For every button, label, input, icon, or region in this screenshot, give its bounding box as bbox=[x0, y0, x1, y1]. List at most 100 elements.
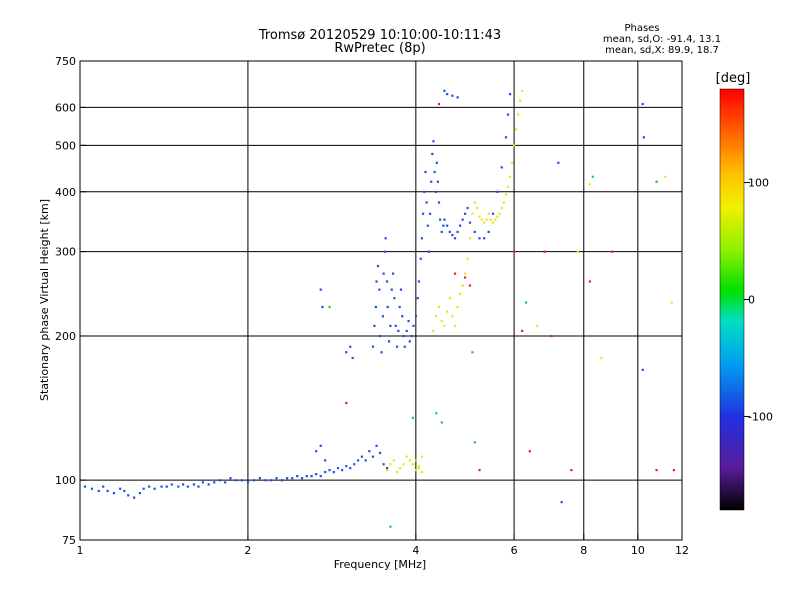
data-point bbox=[382, 272, 385, 275]
y-tick-label: 500 bbox=[55, 139, 76, 152]
data-point bbox=[127, 494, 130, 497]
data-point bbox=[641, 102, 644, 106]
data-point bbox=[425, 201, 428, 204]
data-point bbox=[461, 284, 464, 287]
data-point bbox=[368, 450, 371, 453]
grid bbox=[80, 61, 682, 540]
y-axis-label: Stationary phase Virtual Height [km] bbox=[38, 199, 51, 401]
data-point bbox=[349, 467, 352, 470]
x-axis-label: Frequency [MHz] bbox=[334, 558, 426, 571]
data-point bbox=[379, 451, 382, 455]
data-point bbox=[468, 237, 472, 240]
data-point bbox=[385, 469, 389, 472]
data-point bbox=[478, 215, 481, 218]
data-point bbox=[436, 180, 440, 183]
data-point bbox=[170, 483, 173, 486]
data-point bbox=[417, 465, 421, 468]
data-point bbox=[165, 485, 168, 488]
data-point bbox=[491, 221, 495, 224]
data-point bbox=[375, 444, 378, 447]
data-point bbox=[437, 305, 441, 309]
data-point bbox=[446, 310, 449, 313]
data-point bbox=[382, 463, 385, 466]
data-point bbox=[182, 483, 185, 486]
data-point bbox=[385, 280, 389, 283]
data-point bbox=[414, 315, 418, 318]
y-tick-label: 750 bbox=[55, 55, 76, 68]
data-point bbox=[670, 301, 673, 304]
x-tick-label: 2 bbox=[244, 544, 251, 557]
data-point bbox=[468, 284, 472, 287]
data-point bbox=[430, 180, 433, 183]
data-point bbox=[456, 305, 459, 309]
data-point bbox=[434, 190, 437, 193]
data-point bbox=[390, 288, 393, 291]
data-point bbox=[506, 185, 510, 188]
data-point bbox=[402, 463, 405, 466]
data-point bbox=[528, 450, 531, 453]
data-point bbox=[442, 224, 445, 227]
data-point bbox=[380, 351, 383, 354]
y-tick-label: 600 bbox=[55, 101, 76, 114]
data-point bbox=[483, 221, 486, 224]
data-point bbox=[466, 206, 469, 210]
data-point bbox=[431, 152, 434, 156]
data-point bbox=[356, 459, 360, 462]
data-point bbox=[443, 89, 446, 92]
data-point bbox=[443, 218, 446, 221]
colorbar: [deg] 100 0 -100 bbox=[716, 71, 773, 511]
data-point bbox=[543, 250, 546, 253]
data-point bbox=[459, 224, 462, 227]
data-point bbox=[373, 324, 376, 328]
data-point bbox=[459, 292, 462, 295]
data-point bbox=[384, 237, 387, 240]
data-point bbox=[270, 479, 273, 482]
data-point bbox=[420, 470, 424, 474]
data-point bbox=[655, 469, 658, 472]
data-point bbox=[389, 324, 392, 328]
data-point bbox=[504, 193, 508, 196]
data-point bbox=[319, 475, 322, 478]
data-point bbox=[453, 272, 457, 275]
data-point bbox=[291, 477, 294, 480]
data-point bbox=[440, 319, 443, 323]
data-point bbox=[315, 473, 318, 476]
data-point bbox=[487, 230, 490, 233]
data-point bbox=[435, 412, 438, 415]
data-point bbox=[588, 183, 591, 186]
data-point bbox=[672, 469, 675, 472]
data-point bbox=[319, 444, 322, 447]
data-point bbox=[498, 212, 501, 215]
data-point bbox=[123, 489, 126, 493]
phases-x-stats: mean, sd,X: 89.9, 18.7 bbox=[605, 45, 719, 56]
data-point bbox=[411, 463, 414, 466]
data-point bbox=[240, 479, 243, 482]
data-point bbox=[324, 459, 327, 462]
data-point bbox=[186, 485, 189, 488]
data-point bbox=[383, 250, 387, 253]
data-point bbox=[234, 479, 237, 482]
data-point bbox=[451, 94, 454, 97]
data-point bbox=[468, 221, 472, 224]
data-point bbox=[386, 305, 389, 309]
data-point bbox=[440, 421, 443, 424]
data-point bbox=[246, 481, 250, 484]
data-point bbox=[296, 475, 299, 478]
data-point bbox=[473, 441, 476, 444]
data-point bbox=[401, 315, 404, 318]
data-point bbox=[664, 175, 667, 178]
data-point bbox=[405, 455, 408, 458]
data-point bbox=[524, 301, 528, 304]
data-point bbox=[550, 334, 553, 338]
data-point bbox=[485, 218, 488, 221]
y-tick-label: 100 bbox=[55, 474, 76, 487]
data-point bbox=[491, 212, 495, 215]
data-point bbox=[464, 272, 467, 275]
data-point bbox=[201, 481, 204, 484]
data-point bbox=[435, 161, 438, 164]
data-point bbox=[494, 218, 497, 221]
data-point bbox=[399, 467, 402, 470]
x-tick-label: 6 bbox=[511, 544, 518, 557]
data-point bbox=[570, 469, 573, 472]
data-point bbox=[398, 305, 401, 309]
